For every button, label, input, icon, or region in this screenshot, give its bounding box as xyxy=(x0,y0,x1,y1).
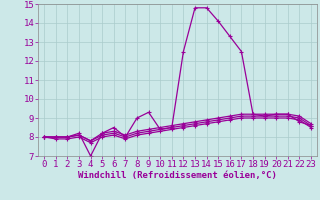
X-axis label: Windchill (Refroidissement éolien,°C): Windchill (Refroidissement éolien,°C) xyxy=(78,171,277,180)
